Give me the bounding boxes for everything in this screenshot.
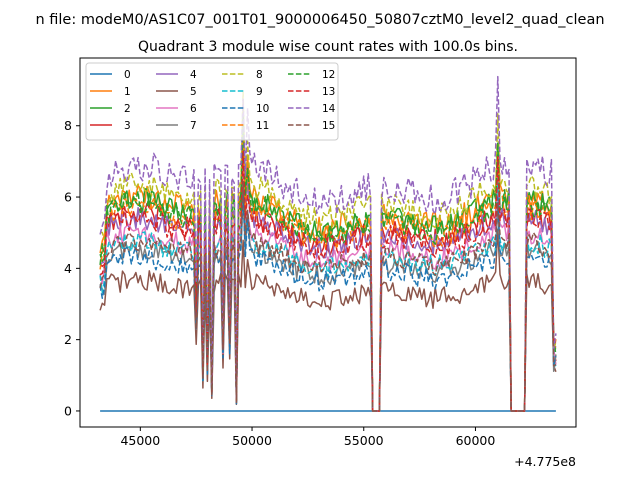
legend-label-11: 11	[256, 120, 269, 132]
y-tick-label: 8	[64, 118, 72, 133]
legend-label-3: 3	[124, 120, 131, 132]
x-tick-label: 50000	[232, 433, 272, 448]
y-tick-label: 2	[64, 332, 72, 347]
figure-suptitle: n file: modeM0/AS1C07_001T01_9000006450_…	[35, 12, 604, 28]
x-tick-label: 55000	[344, 433, 384, 448]
legend-label-1: 1	[124, 86, 131, 98]
legend-label-7: 7	[190, 120, 197, 132]
chart-title: Quadrant 3 module wise count rates with …	[138, 39, 518, 55]
legend-label-2: 2	[124, 103, 131, 115]
series-line-6	[99, 162, 557, 412]
series-line-10	[99, 190, 557, 412]
legend-label-5: 5	[190, 86, 197, 98]
legend-label-9: 9	[256, 86, 263, 98]
y-tick-label: 6	[64, 190, 72, 205]
legend-label-0: 0	[124, 69, 131, 81]
series-line-9	[99, 182, 557, 412]
legend-label-4: 4	[190, 69, 197, 81]
plot-lines	[99, 75, 557, 412]
series-line-3	[99, 154, 557, 412]
x-tick-label: 45000	[120, 433, 160, 448]
legend-label-10: 10	[256, 103, 269, 115]
legend-label-15: 15	[322, 120, 335, 132]
series-line-12	[99, 113, 557, 412]
series-line-15	[99, 180, 557, 412]
legend-label-14: 14	[322, 103, 336, 115]
axes-frame	[79, 57, 577, 428]
y-tick-label: 0	[64, 403, 72, 418]
legend-label-12: 12	[322, 69, 335, 81]
y-axis-ticks: 0 2 4 6 8	[64, 118, 80, 418]
series-line-5	[99, 228, 557, 412]
series-line-2	[99, 117, 557, 412]
x-axis-offset-label: +4.775e8	[514, 454, 576, 469]
legend-label-6: 6	[190, 103, 197, 115]
series-line-8	[99, 91, 557, 412]
legend-box	[85, 62, 339, 141]
series-line-11	[99, 136, 557, 412]
series-line-13	[99, 150, 556, 412]
x-tick-label: 60000	[456, 433, 496, 448]
legend-label-13: 13	[322, 86, 335, 98]
series-line-14	[99, 75, 557, 412]
x-axis-ticks: 45000 50000 55000 60000	[120, 427, 495, 448]
legend-label-8: 8	[256, 69, 263, 81]
y-tick-label: 4	[64, 261, 72, 276]
